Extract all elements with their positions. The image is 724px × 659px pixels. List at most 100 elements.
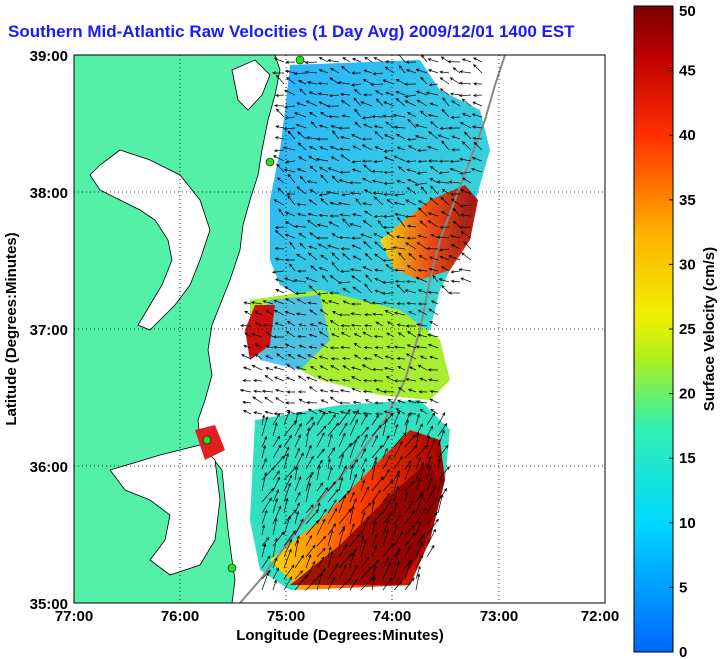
velocity-arrow bbox=[305, 504, 314, 514]
velocity-arrow bbox=[251, 333, 263, 338]
velocity-arrow bbox=[261, 416, 269, 437]
velocity-arrow bbox=[371, 179, 384, 184]
velocity-arrow bbox=[261, 471, 268, 492]
velocity-arrow bbox=[340, 345, 351, 350]
velocity-arrow bbox=[404, 289, 417, 294]
velocity-arrow bbox=[328, 114, 340, 119]
velocity-arrow bbox=[420, 76, 428, 85]
velocity-arrow bbox=[458, 94, 472, 98]
velocity-arrow bbox=[404, 546, 411, 558]
velocity-arrow bbox=[320, 198, 329, 206]
velocity-arrow bbox=[338, 442, 353, 459]
velocity-arrow bbox=[393, 530, 404, 547]
velocity-arrow bbox=[265, 345, 274, 349]
velocity-arrow bbox=[427, 113, 439, 118]
velocity-arrow bbox=[373, 233, 384, 239]
velocity-arrow bbox=[289, 263, 296, 272]
velocity-arrow bbox=[327, 422, 340, 437]
velocity-arrow bbox=[330, 156, 340, 162]
velocity-arrow bbox=[329, 320, 340, 327]
velocity-arrow bbox=[340, 154, 351, 162]
velocity-arrow bbox=[386, 198, 395, 206]
velocity-arrow bbox=[272, 444, 282, 459]
velocity-arrow bbox=[397, 399, 406, 404]
velocity-arrow bbox=[405, 279, 417, 284]
velocity-arrow bbox=[437, 444, 449, 459]
velocity-arrow bbox=[360, 426, 369, 437]
velocity-arrow bbox=[338, 508, 352, 525]
velocity-arrow bbox=[340, 100, 351, 107]
velocity-arrow bbox=[305, 416, 314, 426]
velocity-arrow bbox=[373, 159, 384, 164]
velocity-arrow bbox=[350, 83, 362, 87]
velocity-arrow bbox=[430, 233, 439, 239]
velocity-arrow bbox=[327, 433, 333, 448]
velocity-arrow bbox=[405, 324, 417, 328]
velocity-arrow bbox=[287, 195, 296, 206]
velocity-arrow bbox=[321, 275, 329, 283]
velocity-arrow bbox=[381, 291, 395, 296]
velocity-arrow bbox=[327, 244, 340, 250]
velocity-arrow bbox=[306, 376, 318, 382]
velocity-arrow bbox=[252, 396, 263, 404]
velocity-arrow bbox=[382, 528, 390, 547]
velocity-arrow bbox=[375, 388, 384, 393]
station-marker bbox=[295, 55, 305, 65]
velocity-arrow bbox=[426, 528, 436, 547]
velocity-arrow bbox=[319, 365, 329, 371]
velocity-arrow bbox=[449, 77, 461, 85]
velocity-arrow bbox=[441, 284, 450, 294]
velocity-arrow bbox=[261, 444, 266, 459]
velocity-arrow bbox=[338, 235, 351, 240]
velocity-arrow bbox=[415, 345, 428, 349]
velocity-arrow bbox=[351, 71, 362, 75]
velocity-arrow bbox=[415, 541, 423, 558]
velocity-arrow bbox=[360, 566, 372, 580]
velocity-arrow bbox=[360, 448, 366, 459]
velocity-arrow bbox=[362, 389, 373, 394]
velocity-arrow bbox=[396, 323, 406, 327]
velocity-arrow bbox=[393, 502, 398, 514]
velocity-arrow bbox=[284, 233, 296, 239]
velocity-arrow bbox=[294, 539, 300, 558]
velocity-arrow bbox=[327, 410, 340, 415]
velocity-arrow bbox=[283, 482, 291, 503]
velocity-arrow bbox=[316, 448, 325, 459]
velocity-arrow bbox=[294, 518, 304, 536]
velocity-arrow bbox=[340, 332, 351, 338]
velocity-arrow bbox=[277, 187, 285, 195]
velocity-arrow bbox=[363, 189, 373, 195]
velocity-arrow bbox=[393, 410, 401, 426]
velocity-arrow bbox=[262, 300, 274, 305]
velocity-arrow bbox=[417, 289, 428, 294]
velocity-arrow bbox=[393, 155, 406, 162]
velocity-arrow bbox=[274, 278, 285, 283]
colorbar-tick-label: 15 bbox=[679, 450, 696, 467]
velocity-arrow bbox=[417, 309, 428, 316]
velocity-arrow bbox=[415, 573, 421, 591]
velocity-arrow bbox=[371, 533, 378, 547]
velocity-arrow bbox=[305, 578, 317, 591]
velocity-arrow bbox=[261, 524, 266, 536]
velocity-arrow bbox=[332, 130, 340, 140]
velocity-arrow bbox=[272, 497, 279, 514]
velocity-arrow bbox=[338, 552, 353, 569]
velocity-arrow bbox=[294, 491, 301, 503]
velocity-arrow bbox=[352, 400, 362, 405]
velocity-arrow bbox=[371, 575, 376, 591]
velocity-arrow bbox=[427, 220, 439, 228]
velocity-arrow bbox=[341, 193, 351, 197]
velocity-arrow bbox=[371, 520, 377, 536]
x-tick-label: 74:00 bbox=[373, 608, 411, 625]
velocity-arrow bbox=[360, 486, 369, 503]
velocity-arrow bbox=[254, 343, 263, 349]
velocity-arrow bbox=[293, 279, 307, 283]
velocity-arrow bbox=[285, 60, 296, 64]
velocity-arrow bbox=[316, 486, 329, 503]
velocity-arrow bbox=[273, 149, 285, 153]
velocity-arrow bbox=[349, 409, 360, 426]
velocity-arrow bbox=[272, 470, 280, 481]
velocity-arrow bbox=[393, 473, 400, 492]
velocity-arrow bbox=[254, 322, 263, 327]
